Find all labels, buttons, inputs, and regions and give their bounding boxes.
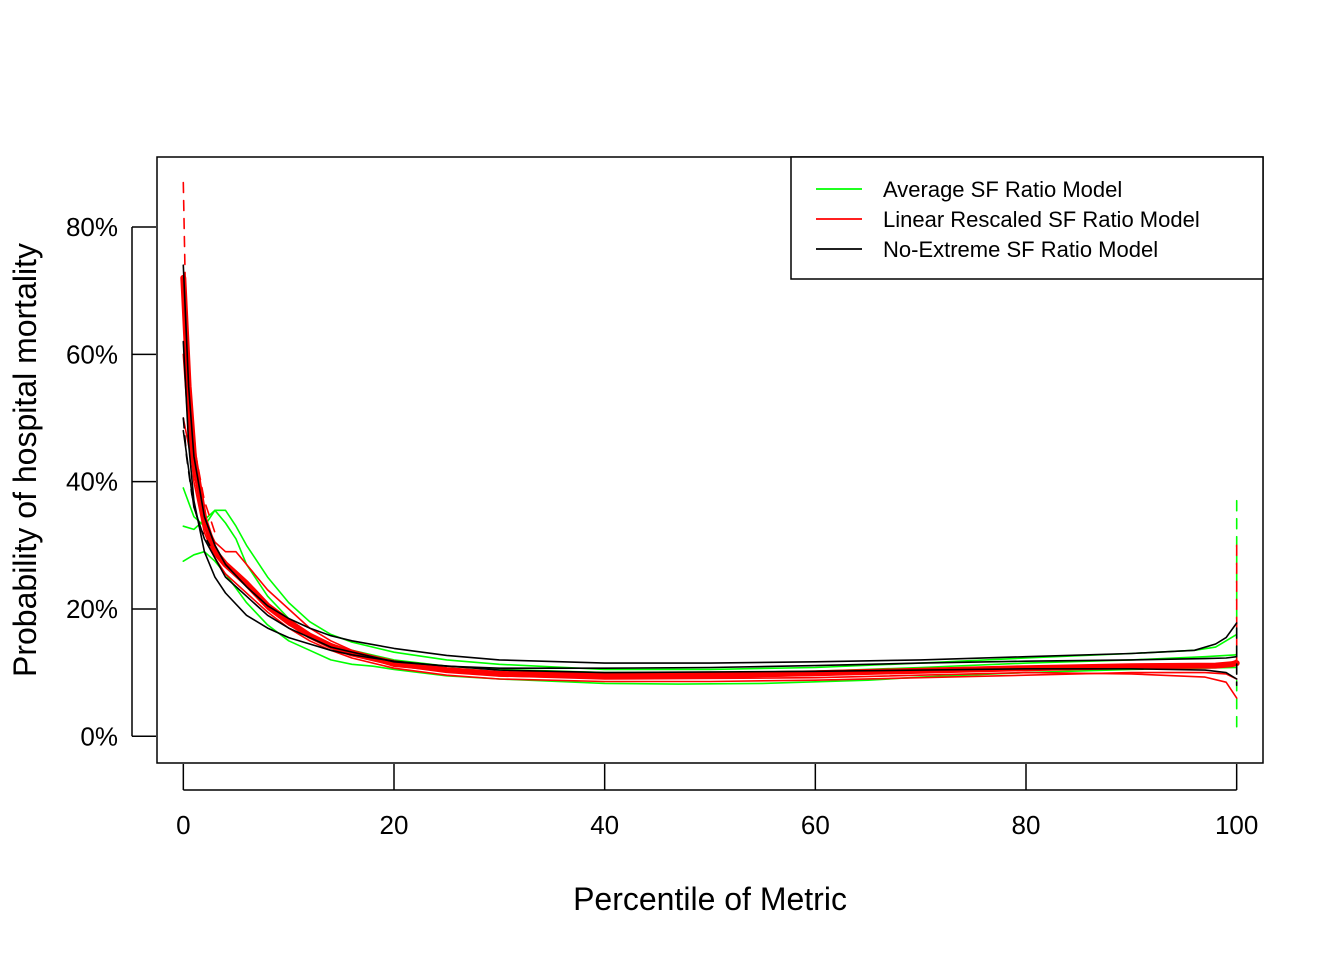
x-tick-label-2: 40 [590,810,619,840]
x-tick-label-5: 100 [1215,810,1258,840]
x-axis-title: Percentile of Metric [573,881,847,917]
y-axis-title: Probability of hospital mortality [7,243,43,677]
y-tick-label-1: 20% [66,594,118,624]
legend: Average SF Ratio Model Linear Rescaled SF… [790,156,1264,280]
series-line-0 [182,509,1238,674]
x-tick-label-4: 80 [1012,810,1041,840]
series-line-12 [182,429,1238,680]
legend-box [790,156,1264,280]
series-layer [180,181,1240,731]
y-tick-label-4: 80% [66,212,118,242]
y-tick-label-2: 40% [66,467,118,497]
series-line-10 [182,264,1238,664]
x-tick-label-3: 60 [801,810,830,840]
series-line-13 [182,417,211,547]
axes-layer: 0 20 40 60 80 100 0% 20% 40% 60% 80% [66,156,1264,840]
y-tick-label-0: 0% [80,721,118,751]
legend-label-1: Linear Rescaled SF Ratio Model [883,207,1200,232]
y-tick-label-3: 60% [66,339,118,369]
x-tick-label-0: 0 [176,810,190,840]
x-tick-label-1: 20 [380,810,409,840]
series-line-8 [182,181,216,534]
legend-label-0: Average SF Ratio Model [883,177,1122,202]
series-line-11 [182,340,1238,669]
legend-label-2: No-Extreme SF Ratio Model [883,237,1158,262]
plot-frame [156,156,1264,764]
